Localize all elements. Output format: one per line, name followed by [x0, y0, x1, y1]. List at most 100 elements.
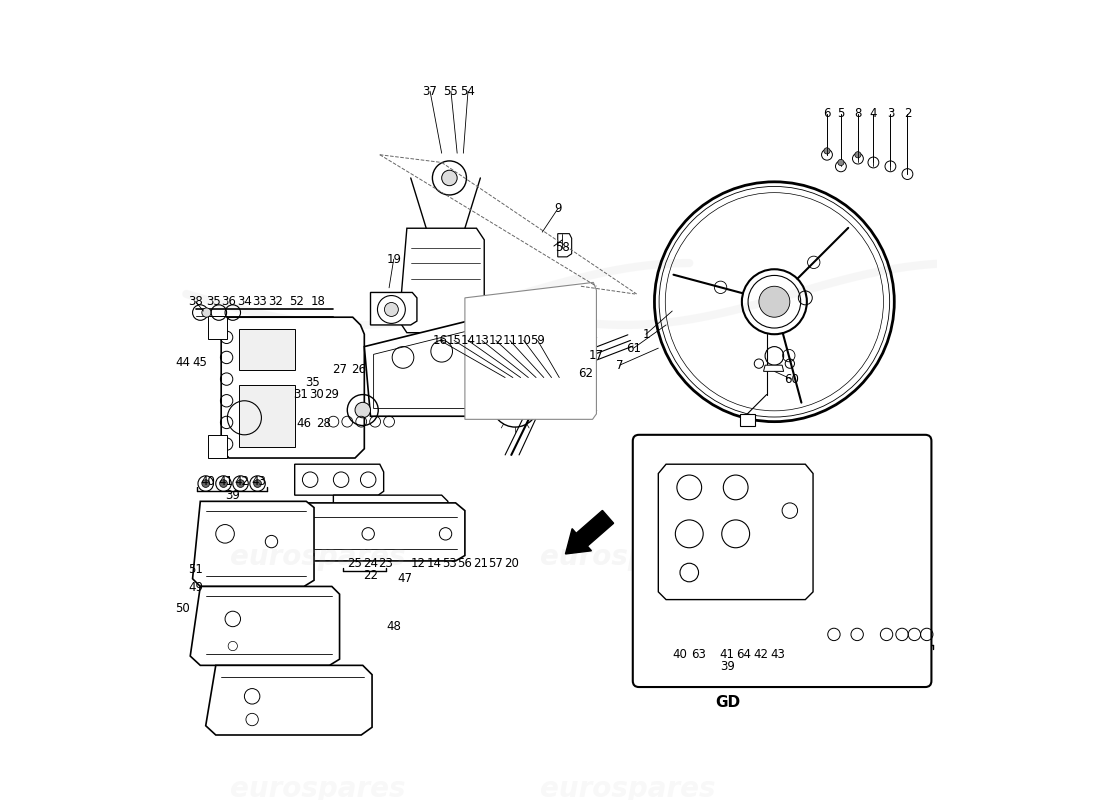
Text: 63: 63 [691, 648, 706, 661]
Polygon shape [658, 464, 813, 600]
Polygon shape [399, 228, 484, 333]
Polygon shape [763, 365, 783, 371]
Text: eurospares: eurospares [540, 775, 715, 800]
Text: 29: 29 [324, 388, 339, 401]
Text: 1: 1 [642, 328, 650, 341]
Text: 32: 32 [268, 295, 283, 308]
Text: 12: 12 [411, 557, 426, 570]
Text: 46: 46 [297, 418, 311, 430]
Text: 24: 24 [363, 557, 378, 570]
Polygon shape [422, 337, 476, 394]
Polygon shape [295, 464, 384, 495]
Text: 21: 21 [473, 557, 488, 570]
Text: 54: 54 [461, 85, 475, 98]
Text: 37: 37 [422, 85, 438, 98]
Text: 35: 35 [305, 376, 320, 389]
Polygon shape [739, 414, 755, 426]
Text: 42: 42 [752, 648, 768, 661]
Text: 39: 39 [720, 661, 736, 674]
Text: 2: 2 [904, 107, 911, 120]
Polygon shape [361, 352, 372, 362]
Polygon shape [364, 294, 587, 416]
Text: 56: 56 [458, 557, 472, 570]
Text: 6: 6 [823, 107, 830, 120]
Text: 7: 7 [616, 358, 624, 372]
Polygon shape [208, 316, 227, 339]
Text: 45: 45 [192, 355, 207, 369]
FancyArrow shape [565, 510, 614, 554]
Text: 16: 16 [432, 334, 448, 347]
Polygon shape [277, 503, 465, 561]
Polygon shape [206, 666, 372, 735]
Text: 47: 47 [397, 572, 412, 586]
Text: 30: 30 [309, 388, 323, 401]
Text: 8: 8 [855, 107, 861, 120]
Circle shape [824, 148, 830, 154]
Circle shape [535, 370, 550, 386]
Polygon shape [374, 306, 573, 409]
Text: 50: 50 [175, 602, 190, 614]
Text: 12: 12 [488, 334, 504, 347]
Text: 41: 41 [719, 648, 734, 661]
Text: 58: 58 [556, 241, 570, 254]
Text: 42: 42 [234, 474, 250, 488]
Circle shape [442, 170, 458, 186]
Text: 59: 59 [530, 334, 546, 347]
Text: 39: 39 [226, 489, 240, 502]
Text: 5: 5 [837, 107, 845, 120]
Text: 35: 35 [206, 295, 221, 308]
Text: 60: 60 [784, 373, 799, 386]
Polygon shape [208, 435, 227, 458]
Circle shape [502, 390, 529, 418]
Text: 64: 64 [736, 648, 751, 661]
Text: 49: 49 [188, 582, 204, 594]
Text: 61: 61 [626, 342, 641, 354]
Text: 41: 41 [218, 474, 233, 488]
Text: 15: 15 [447, 334, 462, 347]
Text: 43: 43 [770, 648, 785, 661]
Circle shape [220, 480, 228, 487]
Text: 44: 44 [175, 355, 190, 369]
Text: 14: 14 [461, 334, 475, 347]
Circle shape [201, 308, 211, 318]
Text: 34: 34 [236, 295, 252, 308]
Text: 40: 40 [672, 648, 688, 661]
Text: 52: 52 [289, 295, 305, 308]
Circle shape [384, 302, 398, 317]
Text: 38: 38 [188, 295, 204, 308]
Circle shape [254, 480, 262, 487]
Text: 9: 9 [554, 202, 561, 215]
Text: 48: 48 [386, 620, 402, 633]
Text: 36: 36 [221, 295, 236, 308]
Polygon shape [190, 586, 340, 666]
Polygon shape [239, 386, 295, 447]
Circle shape [855, 152, 861, 158]
Text: 25: 25 [348, 557, 363, 570]
Text: 28: 28 [316, 418, 331, 430]
Polygon shape [221, 318, 364, 458]
Text: 27: 27 [332, 363, 348, 376]
Polygon shape [371, 293, 417, 325]
Polygon shape [333, 495, 448, 518]
Text: 20: 20 [504, 557, 519, 570]
Polygon shape [430, 346, 471, 387]
Polygon shape [465, 282, 596, 419]
Polygon shape [558, 234, 572, 257]
Text: 3: 3 [887, 107, 894, 120]
Polygon shape [192, 502, 314, 586]
Text: 22: 22 [363, 569, 378, 582]
Text: eurospares: eurospares [230, 543, 406, 571]
Text: 19: 19 [386, 253, 402, 266]
Text: 53: 53 [442, 557, 456, 570]
Circle shape [838, 159, 844, 166]
Text: 10: 10 [516, 334, 531, 347]
Polygon shape [239, 329, 295, 370]
Text: 17: 17 [588, 350, 604, 362]
Text: 11: 11 [503, 334, 517, 347]
Circle shape [201, 480, 210, 487]
Text: 4: 4 [870, 107, 877, 120]
Circle shape [759, 286, 790, 318]
Text: 51: 51 [188, 563, 204, 576]
Text: 40: 40 [200, 474, 216, 488]
Circle shape [355, 402, 371, 418]
